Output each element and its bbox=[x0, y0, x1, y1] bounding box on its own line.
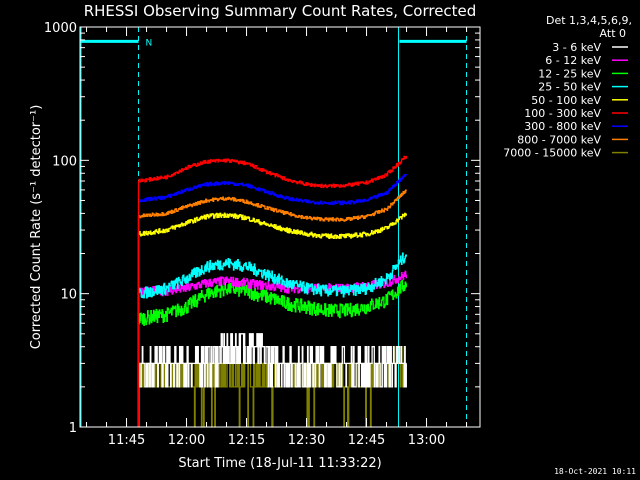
y-tick-label: 1 bbox=[69, 421, 77, 436]
plot-area: N 11:45 12:00 12:15 12:30 12:45 13:00 1101001… bbox=[44, 21, 481, 448]
series-line bbox=[137, 189, 407, 427]
x-tick-label: 11:45 bbox=[108, 433, 145, 448]
series-line bbox=[137, 252, 407, 427]
x-axis: 11:45 12:00 12:15 12:30 12:45 13:00 bbox=[86, 27, 468, 448]
series-line bbox=[137, 279, 407, 427]
series-layer bbox=[137, 155, 407, 428]
y-tick-label: 1000 bbox=[44, 21, 77, 36]
night-marker-label: N bbox=[146, 38, 153, 48]
legend-entry-label: 800 - 7000 keV bbox=[517, 133, 601, 146]
y-tick-label: 100 bbox=[52, 154, 77, 169]
legend-entry-label: 7000 - 15000 keV bbox=[503, 147, 601, 160]
legend-entry-label: 6 - 12 keV bbox=[545, 54, 601, 67]
x-tick-label: 12:15 bbox=[228, 433, 265, 448]
legend-entry-label: 300 - 800 keV bbox=[524, 120, 601, 133]
legend-entry-label: 50 - 100 keV bbox=[531, 94, 601, 107]
legend-entry-label: 25 - 50 keV bbox=[538, 81, 601, 94]
x-tick-label: 12:30 bbox=[288, 433, 325, 448]
y-axis: 1 10 100 1000 bbox=[44, 21, 480, 436]
plot-frame bbox=[79, 26, 481, 428]
x-tick-label: 13:00 bbox=[408, 433, 445, 448]
series-line bbox=[137, 174, 407, 427]
timestamp-footer: 18-Oct-2021 10:11 bbox=[554, 467, 636, 476]
series-line bbox=[137, 155, 407, 427]
legend-entry-label: 12 - 25 keV bbox=[538, 67, 601, 80]
legend-entry-label: 3 - 6 keV bbox=[552, 41, 601, 54]
series-line bbox=[137, 212, 407, 427]
legend-header-line1: Det 1,3,4,5,6,9, bbox=[546, 14, 632, 27]
series-line bbox=[137, 333, 407, 427]
x-tick-label: 12:45 bbox=[348, 433, 385, 448]
x-axis-label: Start Time (18-Jul-11 11:33:22) bbox=[178, 456, 381, 471]
legend-entry-label: 100 - 300 keV bbox=[524, 107, 601, 120]
chart-title: RHESSI Observing Summary Count Rates, Co… bbox=[84, 2, 477, 20]
legend-header-line2: Att 0 bbox=[600, 27, 626, 40]
y-tick-label: 10 bbox=[60, 288, 77, 303]
x-tick-label: 12:00 bbox=[168, 433, 205, 448]
y-axis-label: Corrected Count Rate (s⁻¹ detector⁻¹) bbox=[29, 105, 44, 350]
